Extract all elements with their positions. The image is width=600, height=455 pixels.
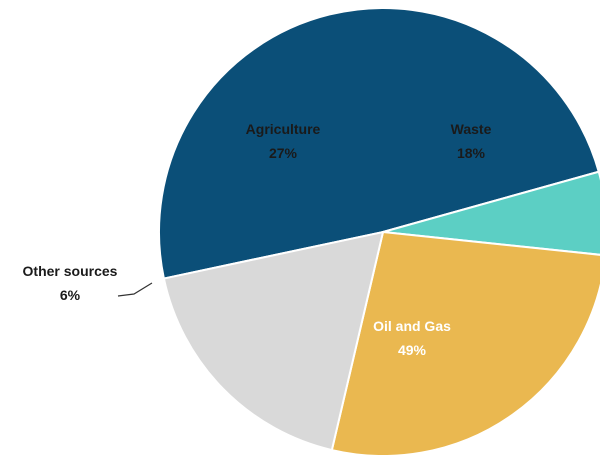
- slice-value-oil-and-gas: 49%: [398, 342, 427, 358]
- leader-line-other-sources: [117, 282, 153, 297]
- pie-slice-other-sources: [382, 170, 600, 256]
- pie-slice-waste: [162, 231, 384, 452]
- slice-value-agriculture: 27%: [269, 145, 298, 161]
- slice-label-agriculture: Agriculture: [246, 121, 321, 137]
- slice-label-other-sources: Other sources: [23, 263, 118, 279]
- pie-slice-agriculture: [330, 231, 600, 455]
- slice-label-oil-and-gas: Oil and Gas: [373, 318, 451, 334]
- labels-layer: Oil and Gas 49% Other sources 6% Agriculture…: [23, 121, 492, 358]
- slices-layer: [158, 7, 600, 455]
- slice-value-waste: 18%: [457, 145, 486, 161]
- leader-lines-layer: [117, 282, 153, 297]
- pie-slice-oil-and-gas: [158, 7, 600, 280]
- slice-value-other-sources: 6%: [60, 287, 81, 303]
- slice-label-waste: Waste: [451, 121, 492, 137]
